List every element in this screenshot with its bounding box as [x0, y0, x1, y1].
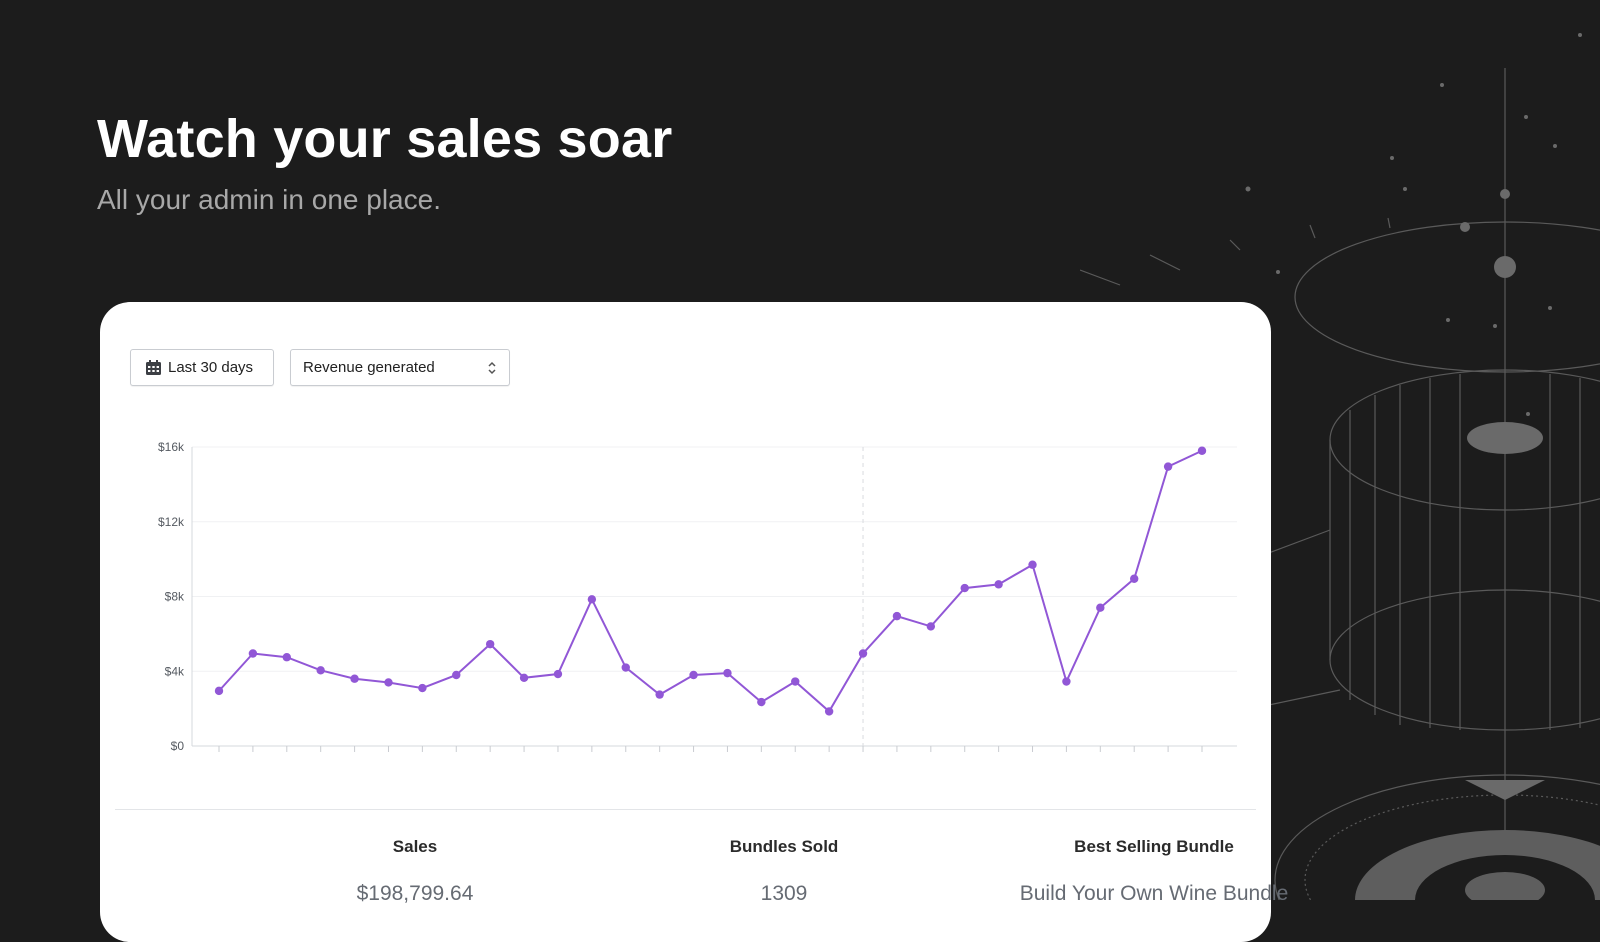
- data-point: [316, 666, 325, 675]
- data-point: [248, 649, 258, 658]
- dashboard-card: Last 30 days Revenue generated $0 $4k $8k $…: [100, 302, 1288, 942]
- data-point: [1163, 462, 1173, 471]
- data-point: [1096, 603, 1105, 612]
- data-point: [757, 697, 766, 707]
- data-point: [452, 670, 461, 680]
- data-point: [892, 611, 902, 621]
- data-point: [418, 683, 427, 693]
- data-point: [282, 653, 291, 662]
- data-point: [689, 670, 698, 680]
- data-point: [1062, 677, 1071, 686]
- stat-bundles-sold-value: 1309: [760, 882, 808, 905]
- metric-select-value: Revenue generated: [303, 359, 435, 376]
- date-range-label: Last 30 days: [168, 359, 254, 376]
- y-tick-label: $4k: [165, 664, 185, 678]
- decorative-background-graphic: [1080, 33, 1600, 900]
- y-tick-label: $16k: [158, 440, 185, 454]
- data-point: [824, 707, 834, 716]
- y-tick-label: $12k: [158, 515, 185, 529]
- y-tick-label: $0: [171, 739, 185, 753]
- data-point: [214, 686, 224, 696]
- data-point: [621, 663, 630, 672]
- stats-divider: [115, 809, 1256, 810]
- stat-sales-value: $198,799.64: [356, 882, 474, 905]
- data-point: [1028, 560, 1037, 569]
- data-point: [485, 639, 495, 649]
- data-point: [994, 580, 1003, 589]
- data-point: [519, 673, 529, 682]
- stat-best-bundle-value: Build Your Own Wine Bundle: [1019, 882, 1289, 905]
- hero-subtitle: All your admin in one place.: [97, 184, 441, 215]
- data-point: [587, 595, 597, 604]
- date-range-button[interactable]: Last 30 days: [130, 349, 274, 386]
- data-point: [1130, 574, 1139, 583]
- stat-sales-label: Sales: [392, 837, 438, 856]
- data-point: [553, 669, 563, 679]
- data-point: [960, 583, 969, 593]
- revenue-line-chart: $0 $4k $8k $12k $16k: [158, 440, 1237, 753]
- data-point: [926, 622, 936, 631]
- hero-title: Watch your sales soar: [97, 109, 673, 169]
- y-tick-label: $8k: [165, 590, 185, 604]
- data-point: [723, 668, 732, 678]
- series-line: [218, 449, 1203, 713]
- data-point: [384, 678, 393, 687]
- data-point: [1197, 446, 1207, 455]
- stat-best-bundle-label: Best Selling Bundle: [1074, 837, 1234, 856]
- metric-select[interactable]: Revenue generated: [290, 349, 510, 386]
- select-chevrons-icon: [488, 361, 496, 374]
- data-point: [791, 677, 800, 686]
- calendar-icon: [146, 360, 161, 375]
- data-point: [655, 690, 664, 699]
- data-point: [858, 649, 868, 658]
- stat-bundles-sold-label: Bundles Sold: [729, 837, 839, 856]
- data-point: [350, 674, 359, 683]
